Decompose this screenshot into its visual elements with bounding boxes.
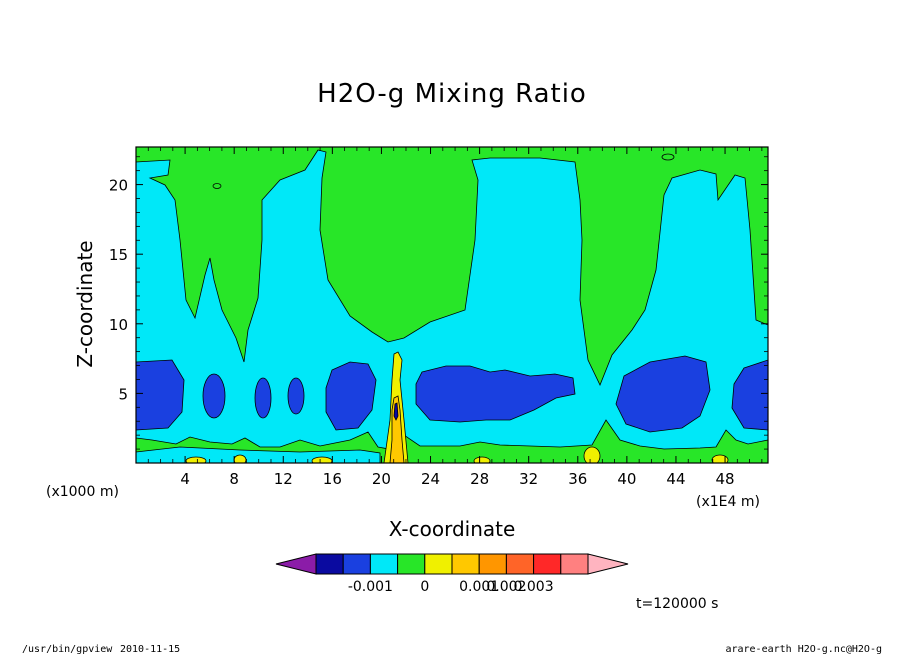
colorbar-segment	[397, 553, 426, 575]
x-axis-ticks: 4 8 12 16 20 24 28 32 36 40 44 48	[147, 147, 763, 488]
contour-dark-core	[393, 402, 399, 421]
x-tick-label: 24	[421, 470, 440, 488]
colorbar-label: -0.001	[348, 579, 393, 595]
x-tick-label: 16	[323, 470, 342, 488]
x-axis-label: X-coordinate	[389, 517, 516, 541]
contour-blue-cell	[325, 361, 377, 431]
x-tick-label: 32	[519, 470, 538, 488]
x-tick-label: 40	[617, 470, 636, 488]
x-tick-label: 28	[470, 470, 489, 488]
y-axis-ticks: 5 10 15 20	[109, 156, 768, 450]
x-tick-label: 20	[372, 470, 391, 488]
chart-title: H2O-g Mixing Ratio	[317, 79, 587, 109]
colorbar-segment	[533, 553, 562, 575]
contour-yellow-blob	[311, 456, 333, 463]
plot-date: 2010-11-15	[120, 644, 180, 654]
contour-blue-cell	[615, 355, 711, 433]
contour-yellow-blob	[583, 446, 601, 463]
colorbar-label: 0.001	[459, 579, 499, 595]
colorbar-segment	[505, 553, 535, 575]
colorbar-label: 0.002	[486, 579, 526, 595]
x-tick-label: 8	[229, 470, 239, 488]
program-path: /usr/bin/gpview	[22, 644, 113, 654]
data-source: arare-earth_H2O-g.nc@H2O-g	[725, 644, 882, 654]
y-tick-label: 15	[109, 246, 128, 264]
y-tick-label: 20	[109, 177, 128, 195]
colorbar-segment	[560, 553, 589, 575]
y-axis-label: Z-coordinate	[73, 240, 97, 367]
contour-blue-cell	[287, 377, 305, 415]
colorbar-segment	[315, 553, 344, 575]
colorbar-label: 0.003	[514, 579, 554, 595]
contour-gold-core	[389, 395, 405, 463]
contour-blue-cell	[136, 359, 185, 431]
x-unit-right: (x1E4 m)	[696, 494, 760, 510]
contour-yellow-blob	[185, 456, 207, 463]
colorbar	[275, 553, 629, 575]
contour-blue-cell	[415, 365, 576, 423]
colorbar-segment	[424, 553, 453, 575]
contour-field	[136, 147, 768, 463]
colorbar-segment	[478, 553, 507, 575]
x-tick-label: 48	[716, 470, 735, 488]
y-tick-label: 10	[109, 316, 128, 334]
x-tick-label: 36	[568, 470, 587, 488]
contour-yellow-blob	[473, 456, 491, 463]
y-tick-label: 5	[118, 385, 128, 403]
time-label: t=120000 s	[636, 596, 718, 612]
colorbar-segment	[369, 553, 399, 575]
x-tick-label: 44	[666, 470, 685, 488]
x-unit-left: (x1000 m)	[46, 484, 119, 500]
colorbar-label: 0	[420, 579, 429, 595]
plot-frame	[135, 146, 769, 464]
contour-yellow-blob	[711, 454, 729, 463]
colorbar-segment	[342, 553, 371, 575]
contour-green-speck	[212, 183, 222, 189]
contour-green-speck	[661, 153, 675, 161]
contour-blue-cell	[202, 373, 226, 419]
colorbar-segment	[275, 553, 317, 575]
x-tick-label: 4	[180, 470, 190, 488]
colorbar-segment	[587, 553, 629, 575]
x-tick-label: 12	[274, 470, 293, 488]
colorbar-segment	[451, 553, 480, 575]
contour-blue-cell	[731, 359, 768, 431]
contour-blue-cell	[254, 377, 272, 419]
